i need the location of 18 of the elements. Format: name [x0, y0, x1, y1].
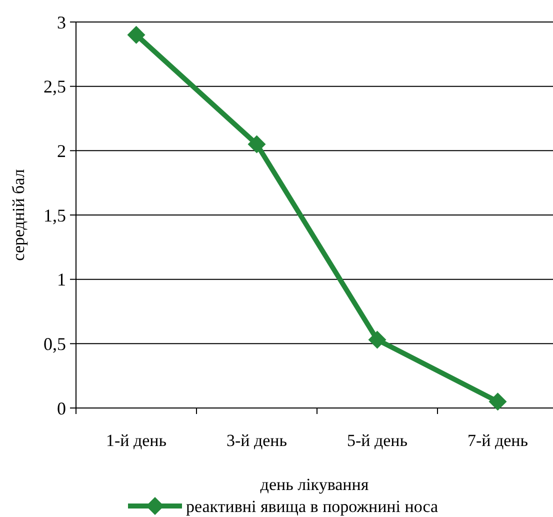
point	[488, 392, 507, 411]
y-tick-label: 0,5	[44, 334, 66, 354]
x-tick-label: 5-й день	[346, 431, 408, 450]
y-tick-label: 1	[57, 270, 66, 290]
x-tick-label: 1-й день	[106, 431, 167, 450]
y-axis-title: середній бал	[9, 168, 28, 261]
x-tick-label: 7-й день	[467, 431, 528, 450]
point	[248, 135, 266, 154]
point	[368, 330, 386, 349]
y-tick-label: 1,5	[44, 205, 66, 226]
x-tick-label: 3-й день	[226, 431, 288, 450]
y-tick-label: 0	[57, 398, 66, 418]
y-tick-label: 3	[57, 12, 66, 32]
point	[127, 26, 146, 44]
y-tick-label: 2	[57, 140, 66, 161]
x-axis-title: день лікування	[260, 475, 369, 494]
legend-label: реактивні явища в порожнині носа	[186, 496, 439, 516]
y-tick-label: 2,5	[44, 76, 66, 97]
